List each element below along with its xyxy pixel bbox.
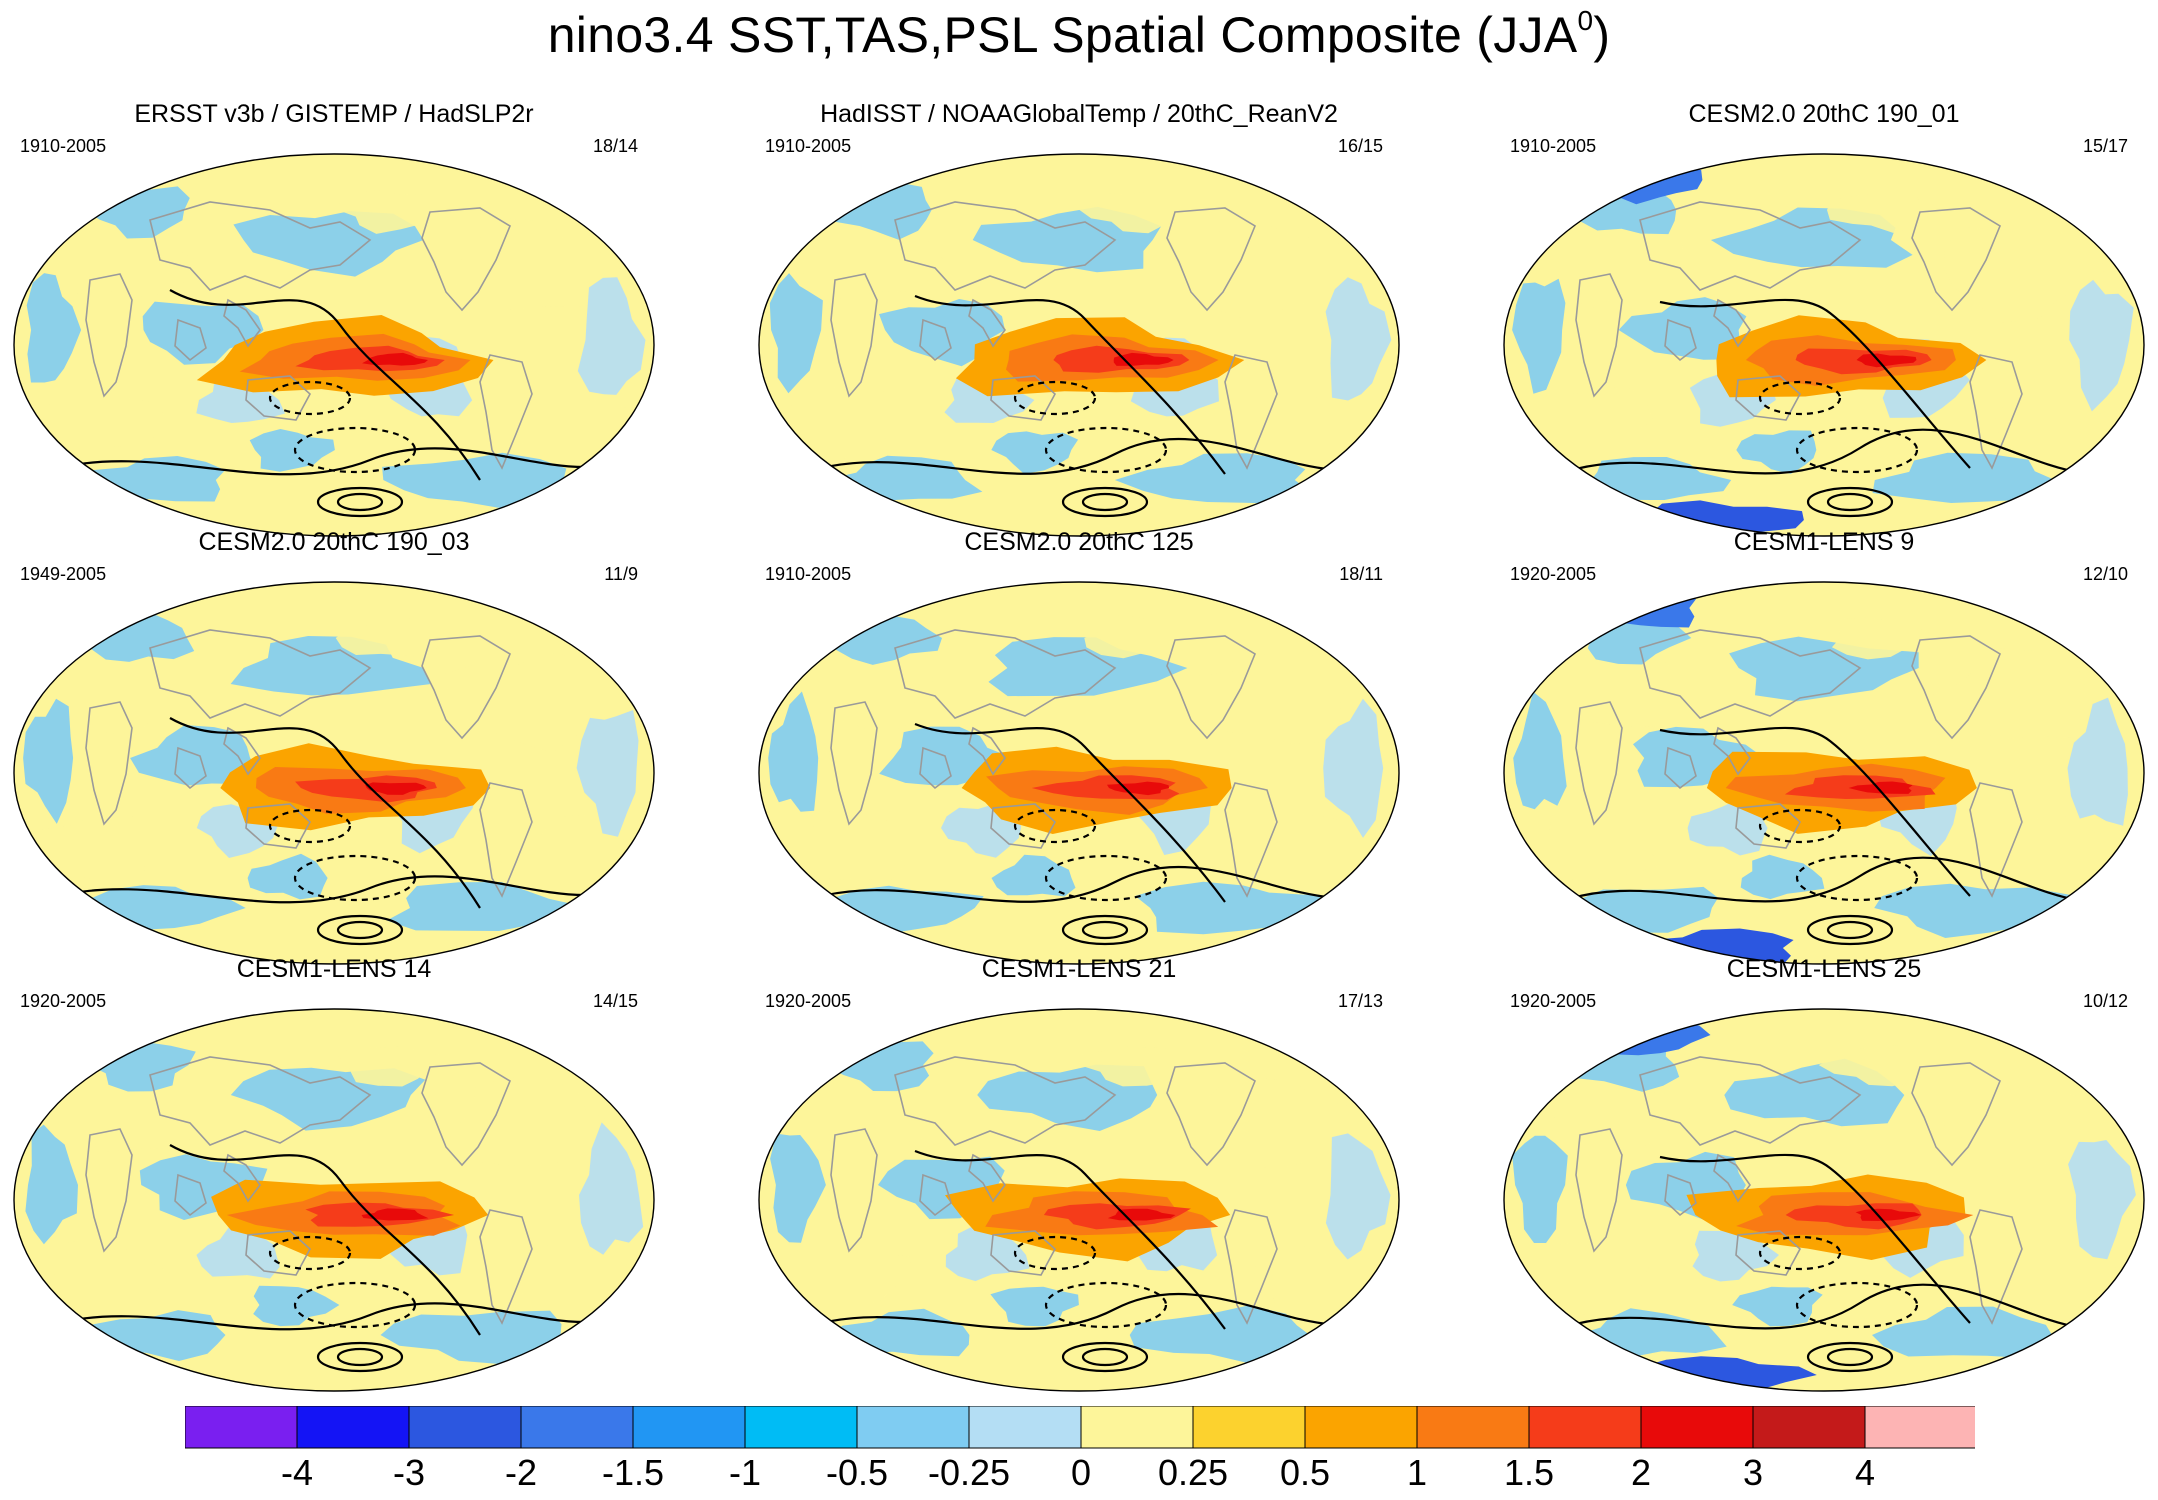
panel-years: 1949-2005: [20, 564, 107, 584]
panel-count: 14/15: [592, 991, 638, 1011]
global-map: [13, 153, 655, 537]
global-map: [758, 153, 1400, 537]
colorbar-label: 2: [1630, 1452, 1652, 1493]
figure-title: nino3.4 SST,TAS,PSL Spatial Composite (J…: [547, 5, 1611, 63]
colorbar-segment: [1080, 1406, 1194, 1449]
colorbar-segment: [1864, 1406, 1975, 1449]
map-panel: CESM2.0 20thC 190_03 1949-2005 11/9: [10, 528, 658, 968]
panel-title: CESM1-LENS 21: [981, 955, 1177, 983]
panel-years: 1920-2005: [1510, 564, 1597, 584]
panel-title: HadISST / NOAAGlobalTemp / 20thC_ReanV2: [820, 100, 1338, 128]
panel-years: 1920-2005: [765, 991, 852, 1011]
colorbar-label: -1.5: [601, 1452, 665, 1493]
colorbar-label: 3: [1742, 1452, 1764, 1493]
panel-title: CESM2.0 20thC 190_01: [1688, 100, 1960, 128]
colorbar: [185, 1406, 1975, 1449]
panel-title: CESM2.0 20thC 190_03: [198, 528, 470, 556]
map-panel: HadISST / NOAAGlobalTemp / 20thC_ReanV2 …: [755, 100, 1403, 540]
global-map: [13, 581, 655, 965]
panel-title: ERSST v3b / GISTEMP / HadSLP2r: [134, 100, 534, 128]
panel-years: 1910-2005: [765, 564, 852, 584]
colorbar-segment: [520, 1406, 634, 1449]
panel-count: 16/15: [1337, 136, 1383, 156]
global-map: [1503, 153, 2145, 537]
map-panel: CESM2.0 20thC 190_01 1910-2005 15/17: [1500, 100, 2148, 540]
panel-years: 1910-2005: [765, 136, 852, 156]
panel-count: 18/14: [592, 136, 638, 156]
colorbar-segment: [1304, 1406, 1418, 1449]
map-panel: CESM1-LENS 9 1920-2005 12/10: [1500, 528, 2148, 968]
colorbar-segment: [1192, 1406, 1306, 1449]
map-panel: ERSST v3b / GISTEMP / HadSLP2r 1910-2005…: [10, 100, 658, 540]
colorbar-label: 4: [1854, 1452, 1876, 1493]
colorbar-label: 0: [1070, 1452, 1092, 1493]
colorbar-label: -0.5: [825, 1452, 889, 1493]
colorbar-segment: [1416, 1406, 1530, 1449]
colorbar-segment: [1640, 1406, 1754, 1449]
panel-years: 1910-2005: [1510, 136, 1597, 156]
panel-years: 1920-2005: [20, 991, 107, 1011]
colorbar-label: 0.25: [1157, 1452, 1229, 1493]
colorbar-labels: -4 -3 -2 -1.5 -1 -0.5 -0.25 0 0.25 0.5 1 1.5 2 3 4: [0, 1452, 2158, 1500]
colorbar-label: 1: [1406, 1452, 1428, 1493]
map-panel: CESM1-LENS 21 1920-2005 17/13: [755, 955, 1403, 1395]
global-map: [758, 581, 1400, 965]
colorbar-label: -0.25: [927, 1452, 1011, 1493]
panel-count: 12/10: [2082, 564, 2128, 584]
global-map: [758, 1008, 1400, 1392]
colorbar-segment: [1752, 1406, 1866, 1449]
map-panel: CESM1-LENS 14 1920-2005 14/15: [10, 955, 658, 1395]
global-map: [13, 1008, 655, 1392]
colorbar-label: 0.5: [1279, 1452, 1331, 1493]
colorbar-segment: [296, 1406, 410, 1449]
panel-count: 18/11: [1339, 564, 1383, 584]
colorbar-segment: [968, 1406, 1082, 1449]
map-panel: CESM2.0 20thC 125 1910-2005 18/11: [755, 528, 1403, 968]
colorbar-segment: [408, 1406, 522, 1449]
colorbar-segment: [632, 1406, 746, 1449]
colorbar-segment: [185, 1406, 298, 1449]
map-panel: CESM1-LENS 25 1920-2005 10/12: [1500, 955, 2148, 1395]
colorbar-segment: [744, 1406, 858, 1449]
colorbar-segment: [1528, 1406, 1642, 1449]
panel-title: CESM1-LENS 14: [236, 955, 432, 983]
panel-count: 15/17: [2082, 136, 2128, 156]
panel-title: CESM2.0 20thC 125: [964, 528, 1194, 556]
panel-years: 1910-2005: [20, 136, 107, 156]
colorbar-label: -1: [728, 1452, 762, 1493]
colorbar-label: 1.5: [1503, 1452, 1555, 1493]
panel-title: CESM1-LENS 9: [1733, 528, 1915, 556]
panel-count: 17/13: [1337, 991, 1383, 1011]
colorbar-segment: [856, 1406, 970, 1449]
global-map: [1503, 581, 2145, 965]
colorbar-label: -3: [392, 1452, 426, 1493]
panel-title: CESM1-LENS 25: [1726, 955, 1922, 983]
global-map: [1503, 1008, 2145, 1392]
panel-count: 11/9: [604, 564, 638, 584]
panel-count: 10/12: [2082, 991, 2128, 1011]
colorbar-label: -2: [504, 1452, 538, 1493]
panel-years: 1920-2005: [1510, 991, 1597, 1011]
colorbar-label: -4: [280, 1452, 314, 1493]
